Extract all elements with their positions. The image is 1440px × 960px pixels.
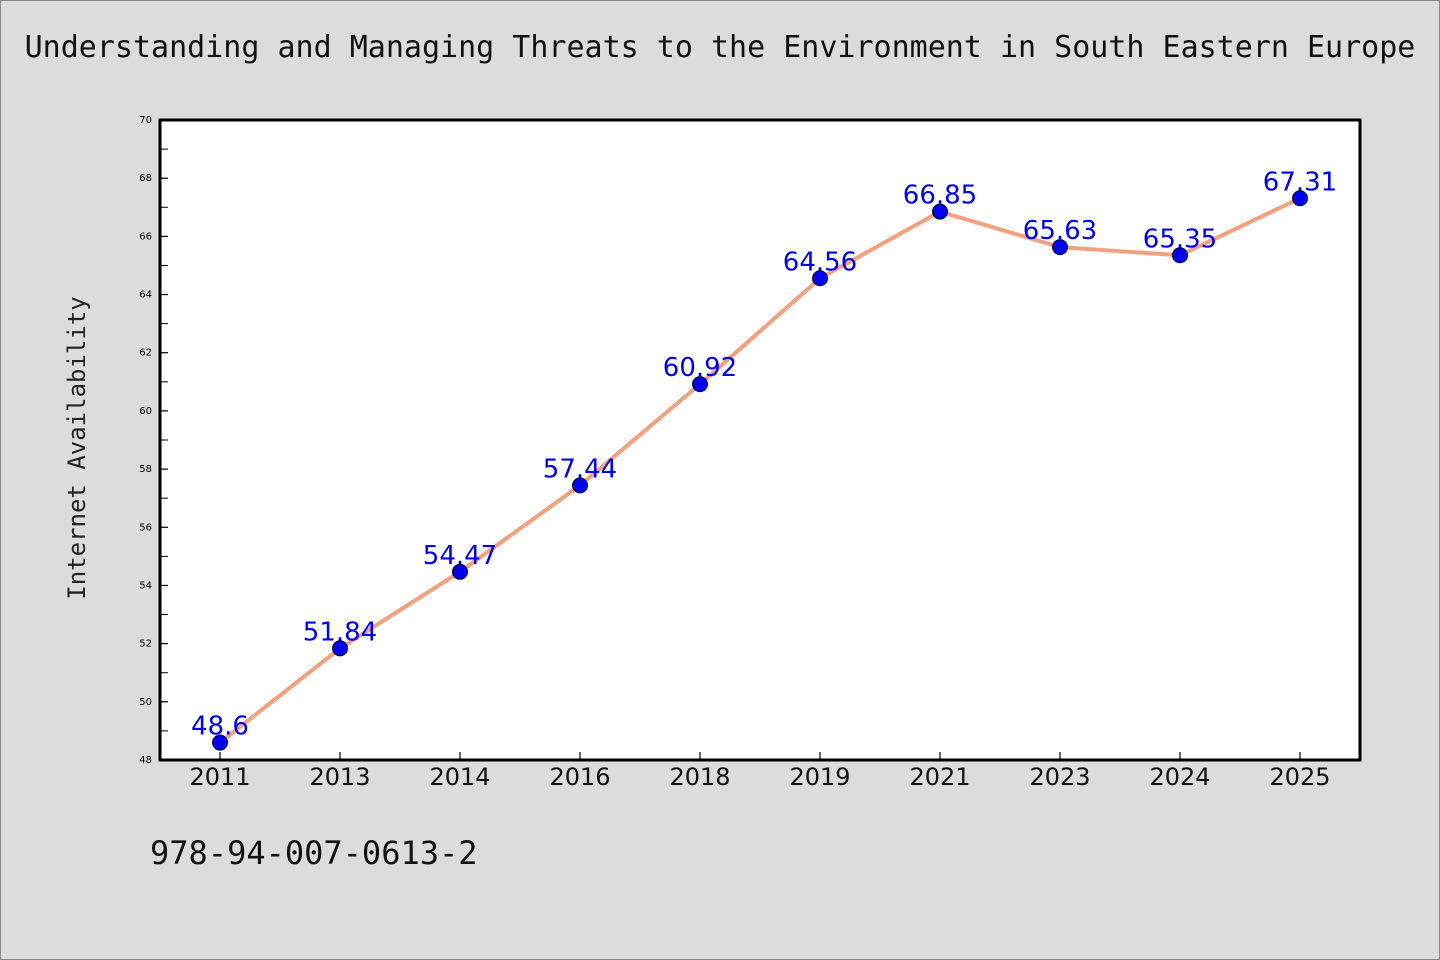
y-tick-label: 48	[139, 755, 152, 766]
x-tick-label: 2013	[309, 763, 370, 791]
data-label: 65.35	[1143, 224, 1217, 254]
data-label: 60.92	[663, 353, 737, 383]
y-axis-label: Internet Availability	[63, 296, 91, 599]
data-point	[692, 376, 708, 393]
data-point	[572, 477, 588, 494]
data-label: 48.6	[191, 712, 249, 742]
x-tick-label: 2011	[189, 763, 250, 791]
x-tick-label: 2023	[1029, 763, 1090, 791]
y-tick-label: 52	[139, 639, 152, 650]
y-tick-label: 62	[139, 348, 152, 359]
x-axis: 2011 2013 2014 2016 2018 2019 2021 2023 2024 2025	[189, 752, 1331, 791]
data-point	[1172, 247, 1188, 264]
data-label: 57.44	[543, 454, 617, 484]
x-tick-label: 2025	[1269, 763, 1330, 791]
y-tick-label: 68	[139, 173, 152, 184]
data-point	[812, 270, 828, 287]
chart-title: Understanding and Managing Threats to th…	[24, 30, 1416, 65]
y-tick-label: 66	[139, 231, 152, 242]
y-axis: 48 50 52 54 56 58 60 62 64 66 68 70	[139, 115, 168, 766]
data-markers	[212, 190, 1308, 751]
y-tick-label: 58	[139, 464, 152, 475]
data-point	[1292, 190, 1308, 207]
data-point	[1052, 239, 1068, 256]
isbn-text: 978-94-007-0613-2	[150, 834, 478, 872]
data-label: 51.84	[303, 617, 377, 647]
x-tick-label: 2021	[909, 763, 970, 791]
data-labels: 48.6 51.84 54.47 57.44 60.92 64.56 66.85 65.63 6…	[191, 167, 1337, 741]
data-point	[332, 640, 348, 657]
x-tick-label: 2014	[429, 763, 490, 791]
data-label: 66.85	[903, 181, 977, 211]
data-label: 54.47	[423, 541, 497, 571]
series-line	[218, 196, 1301, 745]
plot-area	[158, 118, 1362, 762]
y-tick-label: 56	[139, 522, 152, 533]
x-tick-label: 2018	[669, 763, 730, 791]
x-tick-label: 2019	[789, 763, 850, 791]
x-tick-label: 2024	[1149, 763, 1210, 791]
data-point	[452, 563, 468, 580]
x-tick-label: 2016	[549, 763, 610, 791]
y-tick-label: 70	[139, 115, 152, 126]
data-point	[932, 203, 948, 220]
data-label: 64.56	[783, 247, 857, 277]
data-label: 65.63	[1023, 216, 1097, 246]
data-point	[212, 734, 228, 751]
y-tick-label: 50	[139, 697, 152, 708]
y-tick-label: 60	[139, 406, 152, 417]
y-tick-label: 64	[139, 290, 152, 301]
data-label: 67.31	[1263, 167, 1337, 197]
y-tick-label: 54	[139, 580, 152, 591]
